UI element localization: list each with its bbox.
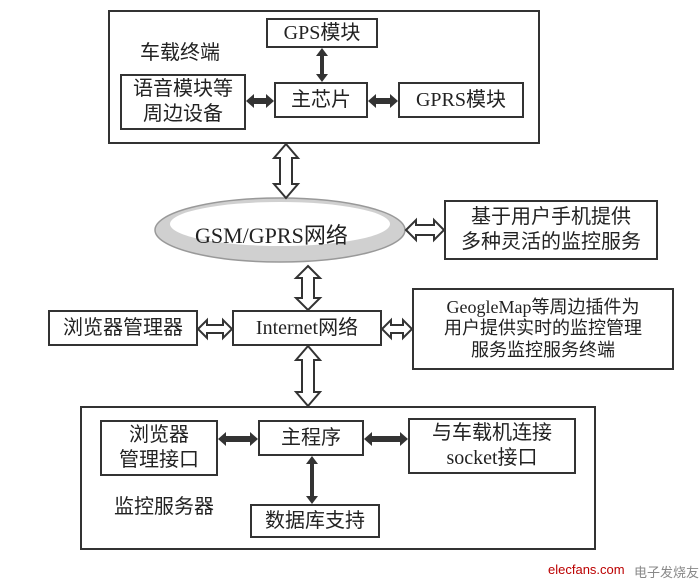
arrow-gps-chip	[312, 48, 332, 82]
vehicle-terminal-title: 车载终端	[140, 36, 220, 65]
watermark-cn: 电子发烧友	[634, 562, 699, 581]
gsm-network-label: GSM/GPRS网络	[195, 218, 348, 250]
internet-label: Internet网络	[250, 314, 364, 343]
phone-service-box: 基于用户手机提供 多种灵活的监控服务	[444, 200, 658, 260]
arrow-gsm-phone	[406, 218, 444, 242]
googlemap-label: GeogleMap等周边插件为 用户提供实时的监控管理 服务监控服务终端	[440, 295, 646, 364]
gprs-module-box: GPRS模块	[398, 82, 524, 118]
gps-module-label: GPS模块	[278, 19, 367, 48]
googlemap-box: GeogleMap等周边插件为 用户提供实时的监控管理 服务监控服务终端	[412, 288, 674, 370]
arrow-internet-google	[382, 318, 412, 340]
arrow-terminal-gsm	[272, 144, 300, 198]
phone-service-label: 基于用户手机提供 多种灵活的监控服务	[455, 203, 647, 257]
db-support-label: 数据库支持	[259, 507, 371, 536]
browser-manager-label: 浏览器管理器	[57, 314, 189, 343]
gprs-module-label: GPRS模块	[410, 86, 512, 115]
main-program-label: 主程序	[275, 424, 347, 453]
browser-interface-box: 浏览器 管理接口	[100, 420, 218, 476]
main-chip-box: 主芯片	[274, 82, 368, 118]
voice-module-label: 语音模块等 周边设备	[127, 75, 239, 129]
socket-interface-label: 与车载机连接 socket接口	[426, 419, 558, 473]
arrow-browserif-main	[218, 430, 258, 448]
watermark-url: elecfans.com	[548, 562, 625, 577]
main-chip-label: 主芯片	[285, 86, 357, 115]
arrow-internet-server	[294, 346, 322, 406]
db-support-box: 数据库支持	[250, 504, 380, 538]
arrow-chip-gprs	[368, 92, 398, 110]
main-program-box: 主程序	[258, 420, 364, 456]
arrow-main-db	[302, 456, 322, 504]
socket-interface-box: 与车载机连接 socket接口	[408, 418, 576, 474]
arrow-voice-chip	[246, 92, 274, 110]
arrow-browser-internet	[198, 318, 232, 340]
browser-manager-box: 浏览器管理器	[48, 310, 198, 346]
voice-module-box: 语音模块等 周边设备	[120, 74, 246, 130]
internet-box: Internet网络	[232, 310, 382, 346]
browser-interface-label: 浏览器 管理接口	[113, 421, 205, 475]
arrow-gsm-internet	[294, 266, 322, 310]
gps-module-box: GPS模块	[266, 18, 378, 48]
arrow-main-socket	[364, 430, 408, 448]
monitor-server-title: 监控服务器	[114, 490, 214, 519]
